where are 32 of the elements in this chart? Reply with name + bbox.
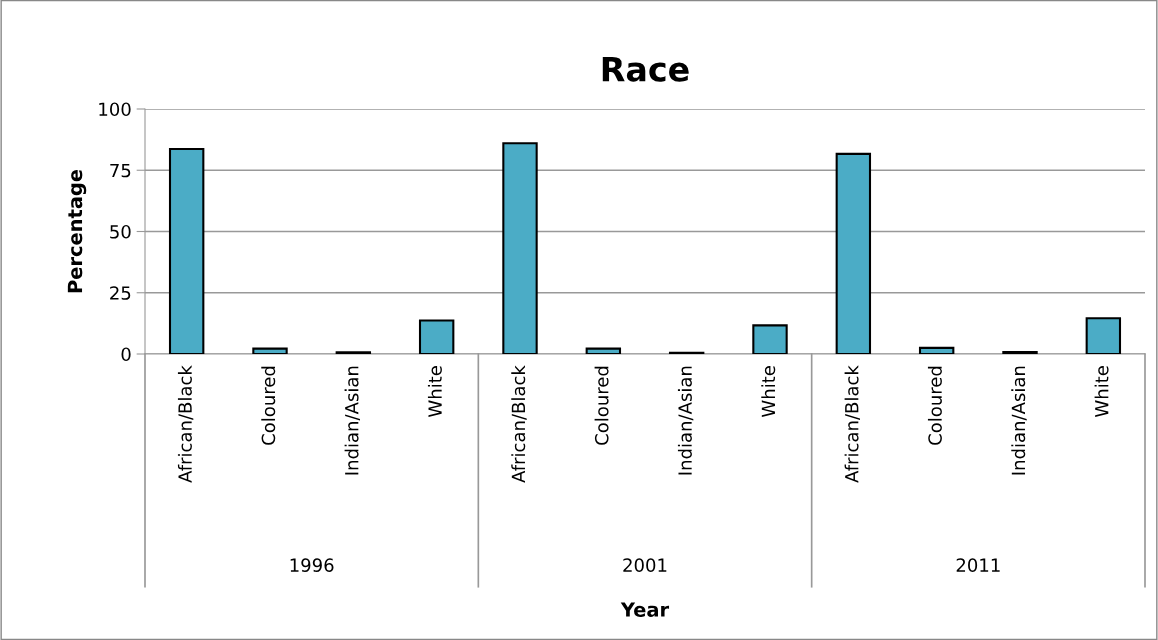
y-tick-label: 75 — [110, 163, 131, 178]
x-tick-label: Indian/Asian — [677, 366, 694, 475]
y-tick-label: 0 — [121, 347, 131, 362]
bar — [585, 347, 622, 354]
x-tick-label: Coloured — [927, 366, 942, 445]
y-tick-label: 100 — [99, 102, 131, 117]
text: 2001 — [623, 558, 667, 572]
bar — [918, 346, 955, 354]
bar — [1085, 317, 1122, 354]
x-tick-label: White — [1094, 366, 1109, 418]
x-tick-label: Indian/Asian — [1011, 366, 1027, 475]
bar — [168, 147, 205, 354]
x-tick-label: African/Black — [177, 365, 194, 483]
x-tick-label: Indian/Asian — [344, 366, 360, 475]
text: 1996 — [290, 558, 334, 572]
x-tick-label: White — [427, 366, 442, 418]
x-tick-label: Coloured — [594, 366, 609, 445]
x-tick-label: African/Black — [511, 365, 527, 483]
y-axis-title: Percentage — [67, 169, 87, 293]
x-tick-label: Coloured — [261, 366, 276, 445]
x-tick-label: White — [761, 366, 776, 418]
bar — [252, 347, 288, 354]
text: Year — [620, 602, 670, 617]
y-tick-label: 25 — [110, 286, 131, 300]
bar — [418, 319, 455, 354]
chart-title: Race — [602, 56, 689, 82]
bar — [502, 142, 538, 354]
text: 2011 — [956, 558, 1000, 572]
bar — [752, 324, 788, 354]
x-tick-label: African/Black — [844, 365, 860, 483]
y-tick-label: 50 — [110, 224, 131, 239]
bar — [835, 152, 872, 354]
